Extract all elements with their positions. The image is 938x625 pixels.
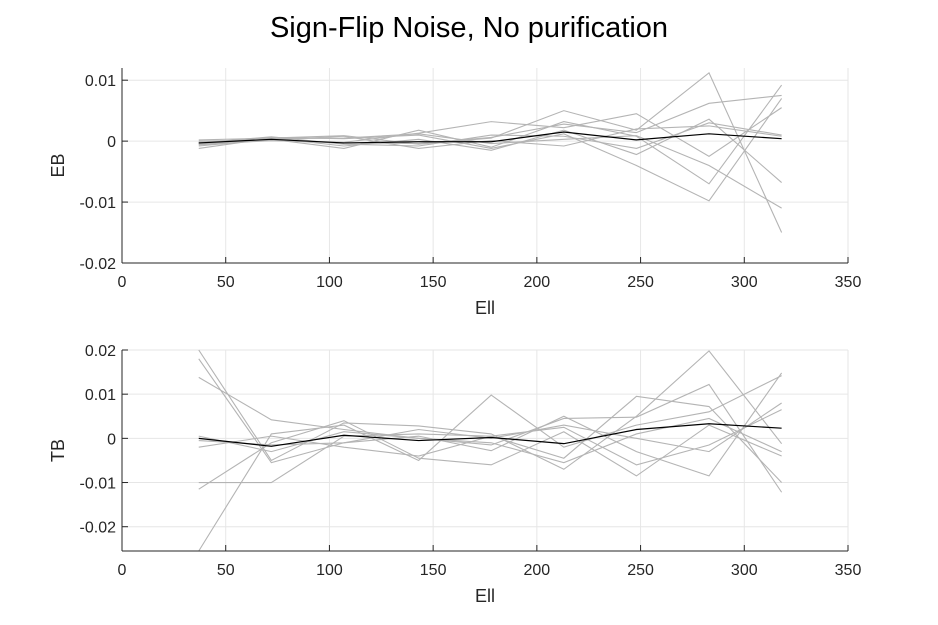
tb-x-tick-label: 200 (524, 562, 551, 579)
tb-realization-line (198, 376, 783, 493)
tb-realization-line (198, 375, 782, 552)
eb-x-tick-label: 250 (627, 274, 654, 291)
tb-realization-line (198, 358, 783, 477)
eb-x-tick-label: 150 (420, 274, 447, 291)
eb-y-tick-label: 0.01 (85, 73, 116, 90)
tb-realization-line (198, 402, 782, 453)
eb-realization-line (198, 107, 782, 158)
eb-y-tick-label: -0.01 (80, 195, 117, 212)
tb-x-axis-label: Ell (475, 586, 495, 606)
eb-x-tick-label: 50 (217, 274, 235, 291)
eb-realization-line (198, 118, 782, 183)
eb-x-tick-label: 200 (524, 274, 551, 291)
tb-mean-line (198, 423, 782, 447)
eb-realization-line (198, 72, 783, 233)
eb-x-tick-label: 0 (118, 274, 127, 291)
eb-x-tick-label: 300 (731, 274, 758, 291)
tb-realization-line (198, 409, 782, 466)
tb-realization-line (198, 420, 782, 490)
tb-x-tick-label: 100 (316, 562, 343, 579)
tb-y-tick-label: -0.01 (80, 476, 117, 493)
tb-x-tick-label: 50 (217, 562, 235, 579)
eb-realization-line (198, 133, 782, 209)
eb-realization-line (198, 84, 783, 185)
eb-realization-line (198, 122, 782, 150)
tb-x-tick-label: 300 (731, 562, 758, 579)
eb-y-tick-label: -0.02 (80, 256, 117, 273)
eb-realization-line (198, 94, 782, 145)
eb-mean-line (198, 131, 782, 144)
eb-y-axis-label: EB (48, 153, 68, 177)
tb-x-tick-label: 0 (118, 562, 127, 579)
tb-y-tick-label: -0.02 (80, 520, 117, 537)
tb-y-tick-label: 0 (107, 431, 116, 448)
figure-title: Sign-Flip Noise, No purification (269, 12, 669, 44)
eb-realization-line (198, 98, 783, 202)
tb-realization-line (198, 349, 783, 470)
eb-x-axis-label: Ell (475, 298, 495, 318)
eb-x-tick-label: 350 (835, 274, 862, 291)
eb-y-tick-label: 0 (107, 134, 116, 151)
tb-y-axis-label: TB (48, 439, 68, 462)
tb-realization-line (198, 395, 783, 484)
tb-y-tick-label: 0.01 (85, 387, 116, 404)
tb-x-tick-label: 150 (420, 562, 447, 579)
tb-x-tick-label: 250 (627, 562, 654, 579)
tb-realization-line (198, 417, 782, 464)
tb-y-tick-label: 0.02 (85, 343, 116, 360)
tb-x-tick-label: 350 (835, 562, 862, 579)
eb-x-tick-label: 100 (316, 274, 343, 291)
